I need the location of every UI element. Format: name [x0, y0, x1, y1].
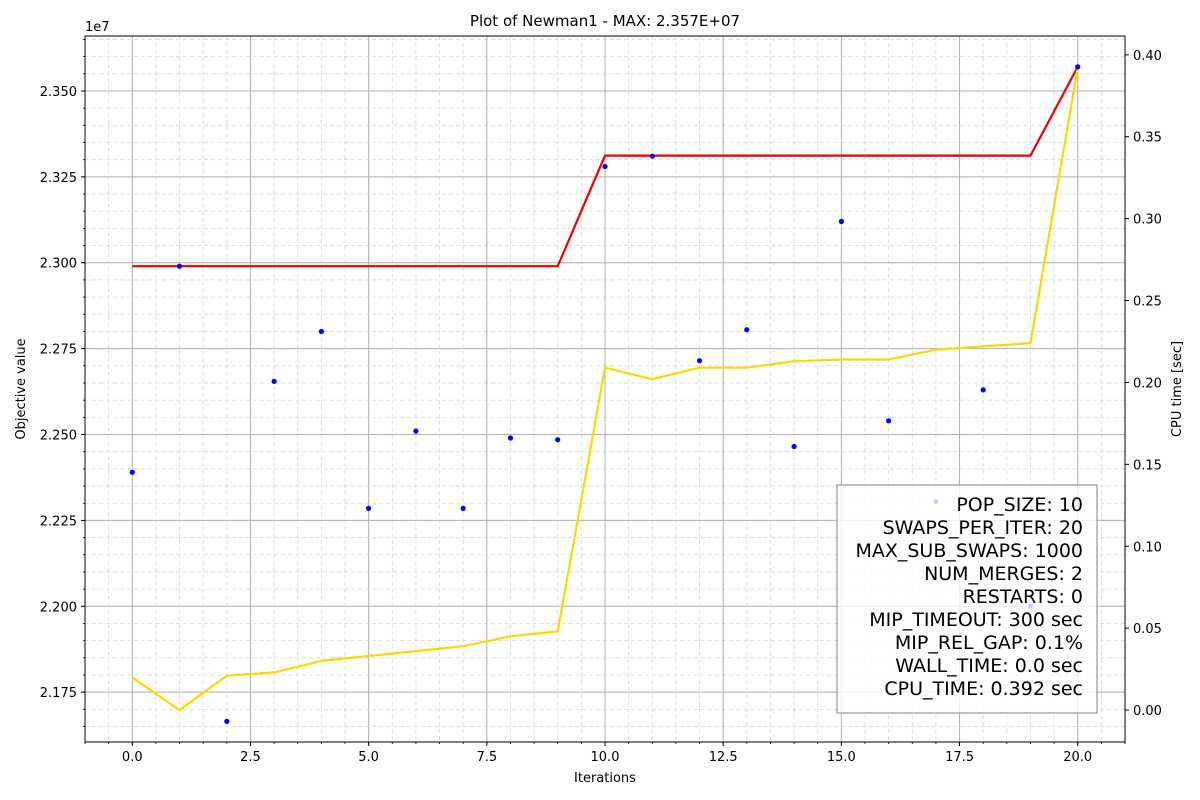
x-tick-label: 20.0: [1063, 750, 1092, 765]
objective-point: [460, 505, 466, 511]
objective-point: [366, 505, 372, 511]
y-tick-label: 2.200: [40, 600, 77, 615]
info-box-frame: [836, 484, 1098, 714]
y-axis-label: Objective value: [14, 338, 29, 439]
y2-tick-label: 0.25: [1133, 295, 1162, 310]
y-tick-label: 2.300: [40, 257, 77, 272]
x-tick-label: 5.0: [358, 750, 379, 765]
y2-tick-label: 0.00: [1133, 704, 1162, 719]
objective-point: [838, 218, 845, 225]
chart-title: Plot of Newman1 - MAX: 2.357E+07: [470, 12, 740, 30]
x-tick-label: 2.5: [240, 750, 261, 765]
x-tick-label: 15.0: [827, 750, 856, 765]
y2-tick-label: 0.10: [1133, 540, 1162, 555]
objective-point: [224, 718, 230, 725]
info-box-line: MAX_SUB_SWAPS: 1000: [855, 540, 1083, 562]
y-tick-label: 2.350: [40, 85, 77, 100]
objective-point: [602, 163, 608, 170]
ticks-layer: 0.0 2.5 5.0 7.5 10.0 12.5 15.0 17.5 20.0 2.175 2.2…: [40, 39, 1162, 765]
y-tick-label: 2.250: [40, 429, 77, 444]
y2-tick-label: 0.05: [1133, 622, 1162, 637]
objective-point: [744, 327, 750, 333]
y2-tick-label: 0.35: [1133, 131, 1162, 146]
info-box-line: MIP_REL_GAP: 0.1%: [895, 632, 1083, 654]
objective-point: [176, 263, 183, 269]
x-axis-label: Iterations: [574, 771, 636, 786]
objective-point: [696, 358, 703, 364]
y2-tick-label: 0.30: [1133, 213, 1162, 228]
objective-point: [886, 418, 892, 424]
y2-tick-label: 0.15: [1133, 458, 1162, 473]
info-box-line: RESTARTS: 0: [963, 586, 1083, 608]
objective-point: [649, 153, 655, 159]
y2-tick-label: 0.20: [1133, 376, 1162, 391]
x-tick-label: 12.5: [709, 750, 738, 765]
info-box-line: NUM_MERGES: 2: [924, 563, 1083, 585]
y-axis-offset-text: 1e7: [85, 20, 110, 35]
x-tick-label: 7.5: [476, 750, 497, 765]
objective-point: [318, 328, 324, 335]
info-box-line: SWAPS_PER_ITER: 20: [883, 517, 1083, 539]
x-tick-label: 0.0: [122, 750, 143, 765]
y2-tick-label: 0.40: [1133, 49, 1162, 64]
objective-point: [980, 387, 986, 393]
info-box-line: WALL_TIME: 0.0 sec: [895, 655, 1083, 677]
y-tick-label: 2.175: [40, 686, 77, 701]
objective-point: [1075, 64, 1081, 70]
y-tick-label: 2.225: [40, 514, 77, 529]
objective-point: [271, 378, 277, 384]
objective-point: [555, 437, 561, 443]
objective-point: [507, 435, 514, 441]
info-box-line: POP_SIZE: 10: [956, 494, 1083, 516]
best-objective-line: [132, 66, 1079, 268]
objective-point: [791, 443, 797, 450]
y-tick-label: 2.275: [40, 343, 77, 358]
x-tick-label: 17.5: [945, 750, 974, 765]
info-box-line: MIP_TIMEOUT: 300 sec: [869, 609, 1083, 631]
objective-point: [413, 428, 419, 434]
cpu-time-line: [131, 67, 1079, 712]
y2-axis-label: CPU time [sec]: [1170, 341, 1185, 437]
info-box-line: CPU_TIME: 0.392 sec: [884, 678, 1083, 700]
x-tick-label: 10.0: [591, 750, 620, 765]
objective-point: [129, 469, 135, 475]
y-tick-label: 2.325: [40, 171, 77, 186]
